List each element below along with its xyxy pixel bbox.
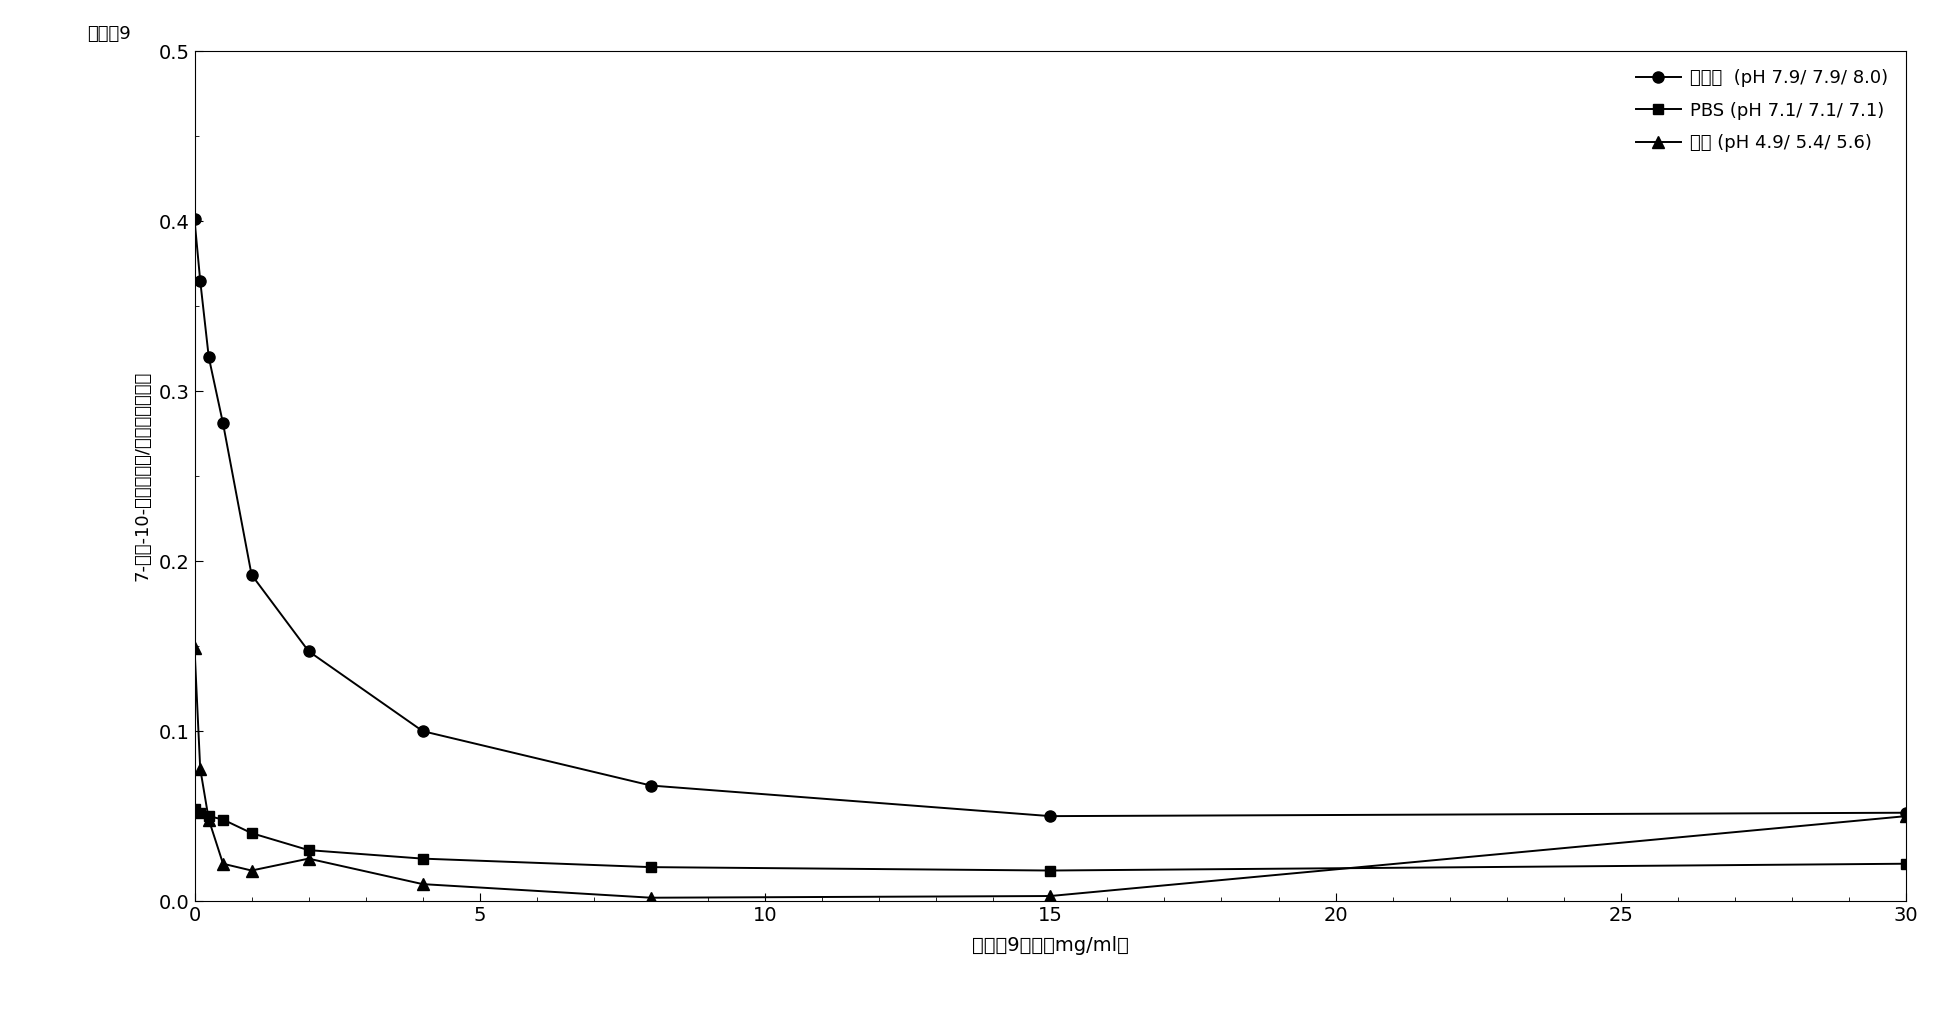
- 盐水 (pH 4.9/ 5.4/ 5.6): [410, 878, 434, 890]
- PBS (pH 7.1/ 7.1/ 7.1): [1039, 864, 1062, 877]
- X-axis label: 化合眉9浓度（mg/ml）: 化合眉9浓度（mg/ml）: [972, 936, 1128, 955]
- 人血浆  (pH 7.9/ 7.9/ 8.0): [1894, 807, 1918, 819]
- 盐水 (pH 4.9/ 5.4/ 5.6): [1894, 810, 1918, 822]
- Line: PBS (pH 7.1/ 7.1/ 7.1): PBS (pH 7.1/ 7.1/ 7.1): [191, 805, 1910, 876]
- Line: 人血浆  (pH 7.9/ 7.9/ 8.0): 人血浆 (pH 7.9/ 7.9/ 8.0): [189, 214, 1912, 821]
- Legend: 人血浆  (pH 7.9/ 7.9/ 8.0), PBS (pH 7.1/ 7.1/ 7.1), 盐水 (pH 4.9/ 5.4/ 5.6): 人血浆 (pH 7.9/ 7.9/ 8.0), PBS (pH 7.1/ 7.1…: [1626, 60, 1896, 161]
- 盐水 (pH 4.9/ 5.4/ 5.6): [183, 642, 206, 654]
- PBS (pH 7.1/ 7.1/ 7.1): [410, 852, 434, 864]
- 人血浆  (pH 7.9/ 7.9/ 8.0): [196, 351, 220, 364]
- 人血浆  (pH 7.9/ 7.9/ 8.0): [239, 568, 263, 581]
- 盐水 (pH 4.9/ 5.4/ 5.6): [189, 763, 212, 775]
- 盐水 (pH 4.9/ 5.4/ 5.6): [196, 813, 220, 825]
- 盐水 (pH 4.9/ 5.4/ 5.6): [239, 864, 263, 877]
- 人血浆  (pH 7.9/ 7.9/ 8.0): [189, 274, 212, 287]
- PBS (pH 7.1/ 7.1/ 7.1): [196, 810, 220, 822]
- 人血浆  (pH 7.9/ 7.9/ 8.0): [1039, 810, 1062, 822]
- Y-axis label: 7-乙基-10-羟基樏纭笠/化合物峰面积比: 7-乙基-10-羟基樏纭笠/化合物峰面积比: [134, 371, 152, 582]
- 人血浆  (pH 7.9/ 7.9/ 8.0): [640, 779, 663, 792]
- PBS (pH 7.1/ 7.1/ 7.1): [298, 844, 321, 856]
- PBS (pH 7.1/ 7.1/ 7.1): [1894, 857, 1918, 869]
- PBS (pH 7.1/ 7.1/ 7.1): [183, 803, 206, 815]
- PBS (pH 7.1/ 7.1/ 7.1): [189, 807, 212, 819]
- 人血浆  (pH 7.9/ 7.9/ 8.0): [298, 645, 321, 657]
- Line: 盐水 (pH 4.9/ 5.4/ 5.6): 盐水 (pH 4.9/ 5.4/ 5.6): [189, 642, 1912, 903]
- 人血浆  (pH 7.9/ 7.9/ 8.0): [212, 418, 235, 430]
- 盐水 (pH 4.9/ 5.4/ 5.6): [298, 852, 321, 864]
- 盐水 (pH 4.9/ 5.4/ 5.6): [1039, 890, 1062, 902]
- PBS (pH 7.1/ 7.1/ 7.1): [212, 813, 235, 825]
- 盐水 (pH 4.9/ 5.4/ 5.6): [212, 857, 235, 869]
- 人血浆  (pH 7.9/ 7.9/ 8.0): [410, 725, 434, 737]
- 人血浆  (pH 7.9/ 7.9/ 8.0): [183, 213, 206, 225]
- 盐水 (pH 4.9/ 5.4/ 5.6): [640, 892, 663, 904]
- Text: 化合礉9: 化合礉9: [88, 25, 130, 43]
- PBS (pH 7.1/ 7.1/ 7.1): [640, 861, 663, 873]
- PBS (pH 7.1/ 7.1/ 7.1): [239, 827, 263, 840]
